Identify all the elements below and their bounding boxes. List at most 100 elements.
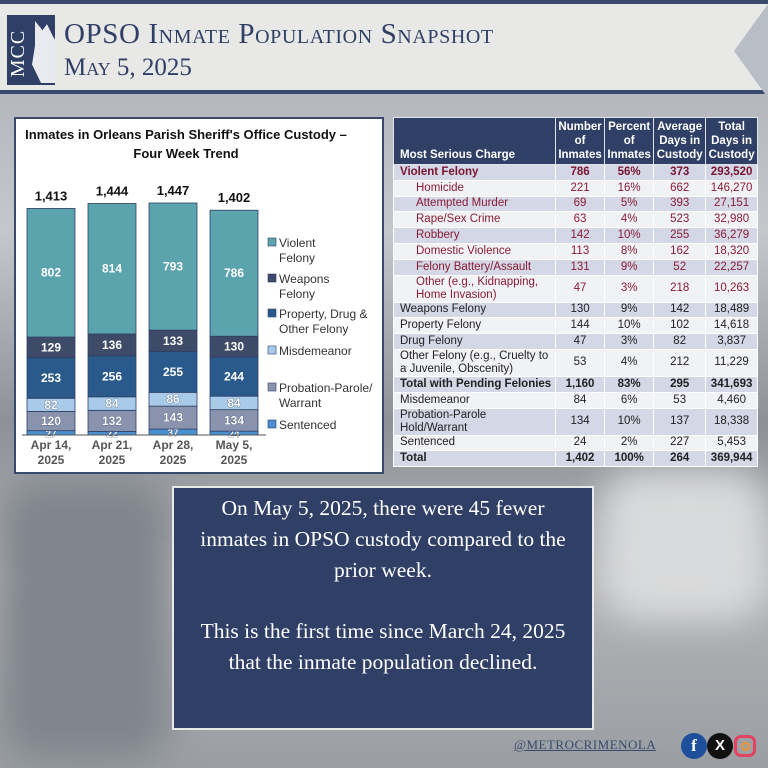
table-row: Sentenced 24 2% 227 5,453 [393, 434, 758, 452]
bar-segment [87, 355, 137, 398]
table-row: Total with Pending Felonies 1,160 83% 295 34… [393, 375, 758, 393]
bar-total-label: 1,413 [35, 188, 68, 203]
bar-segment [209, 356, 259, 397]
table-cell: 162 [653, 242, 707, 260]
table-cell: 2% [604, 434, 655, 452]
legend-swatch [267, 237, 277, 247]
bar-total-label: 1,447 [157, 183, 190, 198]
table-cell: Total [393, 450, 556, 468]
table-cell: 36,279 [705, 227, 758, 244]
table-cell: 130 [554, 301, 606, 319]
logo-text: MCC [7, 29, 30, 78]
table-row: Misdemeanor 84 6% 53 4,460 [393, 391, 758, 409]
bar-value-label: 37 [167, 428, 179, 439]
table-row: Drug Felony 47 3% 82 3,837 [393, 333, 758, 350]
table-row: Violent Felony 786 56% 373 293,520 [393, 164, 758, 181]
table-cell: Probation-Parole Hold/Warrant [393, 407, 556, 436]
table-cell: 18,338 [705, 407, 758, 436]
table-cell: 69 [554, 195, 606, 213]
table-cell: 18,489 [705, 301, 758, 319]
instagram-icon[interactable] [734, 735, 756, 757]
table-cell: 134 [554, 407, 606, 436]
table-row: Domestic Violence 113 8% 162 18,320 [393, 242, 758, 260]
legend-swatch [267, 382, 277, 392]
table-cell: 24 [554, 434, 606, 452]
table-cell: Robbery [393, 227, 556, 244]
table-cell: Felony Battery/Assault [393, 258, 556, 276]
bar-segment [26, 208, 76, 338]
table-row: Rape/Sex Crime 63 4% 523 32,980 [393, 211, 758, 229]
x-axis-tick-label: 2025 [160, 453, 187, 467]
table-row: Other (e.g., Kidnapping, Home Invasion) 4… [393, 274, 758, 303]
bar-value-label: 84 [105, 397, 119, 411]
table-cell: 1,402 [554, 450, 606, 468]
table-cell: Property Felony [393, 317, 556, 335]
table-row: Property Felony 144 10% 102 14,618 [393, 317, 758, 335]
column-header: Total Days in Custody [705, 117, 758, 165]
mcc-logo: MCC [7, 15, 55, 85]
table-cell: 227 [653, 434, 707, 452]
table-cell: 264 [653, 450, 707, 468]
table-cell: 82 [653, 333, 707, 350]
table-cell: Rape/Sex Crime [393, 211, 556, 229]
table-cell: 293,520 [705, 164, 758, 181]
table-cell: Drug Felony [393, 333, 556, 350]
table-cell: Other (e.g., Kidnapping, Home Invasion) [393, 274, 556, 303]
table-cell: 3% [604, 333, 655, 350]
table-cell: Violent Felony [393, 164, 556, 181]
table-cell: 84 [554, 391, 606, 409]
table-cell: 4% [604, 211, 655, 229]
legend-label: Probation-Parole/ [279, 381, 373, 395]
table-cell: Domestic Violence [393, 242, 556, 260]
table-row: Weapons Felony 130 9% 142 18,489 [393, 301, 758, 319]
table-row: Probation-Parole Hold/Warrant 134 10% 137 18… [393, 407, 758, 436]
bar-value-label: 134 [224, 413, 244, 427]
facebook-icon[interactable]: f [681, 733, 707, 759]
bar-value-label: 130 [224, 340, 244, 354]
bar-value-label: 132 [102, 414, 122, 428]
legend-label: Felony [279, 251, 315, 265]
table-cell: 255 [653, 227, 707, 244]
x-icon[interactable]: X [707, 733, 733, 759]
bar-segment [148, 202, 198, 331]
bar-value-label: 256 [102, 369, 122, 383]
column-header: Most Serious Charge [393, 117, 556, 165]
bar-value-label: 253 [41, 371, 61, 385]
table-cell: Misdemeanor [393, 391, 556, 409]
bar-value-label: 120 [41, 414, 61, 428]
table-cell: 100% [604, 450, 655, 468]
table-row: Total 1,402 100% 264 369,944 [393, 450, 758, 468]
bar-value-label: 136 [102, 338, 122, 352]
table-cell: Sentenced [393, 434, 556, 452]
table-header-row: Most Serious Charge Number of Inmates Perc… [393, 117, 758, 165]
table-cell: 8% [604, 242, 655, 260]
column-header: Average Days in Custody [653, 117, 707, 165]
table-cell: 22,257 [705, 258, 758, 276]
table-cell: 146,270 [705, 179, 758, 197]
x-axis-tick-label: May 5, [216, 438, 253, 452]
table-cell: 9% [604, 258, 655, 276]
bar-value-label: 802 [41, 266, 61, 280]
legend-label: Warrant [279, 396, 322, 410]
table-cell: 102 [653, 317, 707, 335]
wolf-icon [32, 21, 55, 83]
social-handle[interactable]: @METROCRIMENOLA [514, 737, 657, 752]
table-row: Robbery 142 10% 255 36,279 [393, 227, 758, 244]
table-cell: 137 [653, 407, 707, 436]
table-cell: 6% [604, 391, 655, 409]
table-row: Other Felony (e.g., Cruelty to a Juvenil… [393, 348, 758, 377]
table-cell: 373 [653, 164, 707, 181]
table-cell: 212 [653, 348, 707, 377]
table-cell: 662 [653, 179, 707, 197]
bar-value-label: 143 [163, 411, 183, 425]
page-title: OPSO Inmate Population Snapshot [64, 18, 494, 50]
background-photo-building [600, 470, 768, 620]
table-cell: 10% [604, 407, 655, 436]
table-cell: Attempted Murder [393, 195, 556, 213]
table-cell: 10,263 [705, 274, 758, 303]
table-cell: 83% [604, 375, 655, 393]
legend-label: Felony [279, 287, 315, 301]
table-cell: 5% [604, 195, 655, 213]
summary-text-1: On May 5, 2025, there were 45 fewer inma… [200, 496, 566, 582]
